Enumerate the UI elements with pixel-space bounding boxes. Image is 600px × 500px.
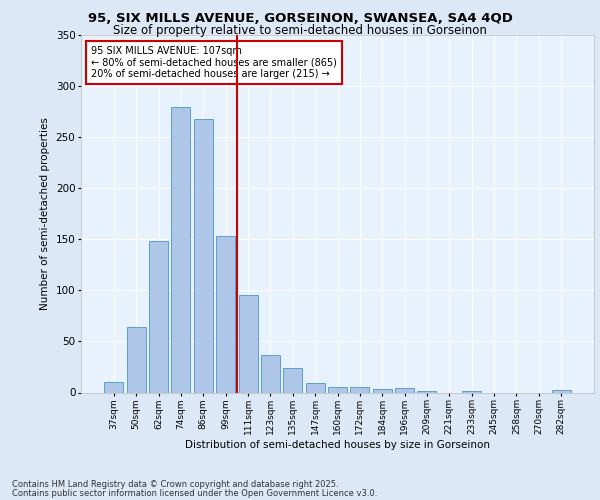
Bar <box>194 119 213 392</box>
Bar <box>149 242 168 392</box>
Bar <box>261 354 280 393</box>
Text: 95 SIX MILLS AVENUE: 107sqm
← 80% of semi-detached houses are smaller (865)
20% : 95 SIX MILLS AVENUE: 107sqm ← 80% of sem… <box>91 46 337 79</box>
Text: Size of property relative to semi-detached houses in Gorseinon: Size of property relative to semi-detach… <box>113 24 487 37</box>
Bar <box>373 390 392 392</box>
Bar <box>305 384 325 392</box>
Bar <box>395 388 414 392</box>
Bar <box>104 382 124 392</box>
Bar <box>127 327 146 392</box>
X-axis label: Distribution of semi-detached houses by size in Gorseinon: Distribution of semi-detached houses by … <box>185 440 490 450</box>
Text: Contains HM Land Registry data © Crown copyright and database right 2025.: Contains HM Land Registry data © Crown c… <box>12 480 338 489</box>
Bar <box>551 390 571 392</box>
Y-axis label: Number of semi-detached properties: Number of semi-detached properties <box>40 118 50 310</box>
Bar <box>239 296 257 392</box>
Bar <box>216 236 235 392</box>
Bar <box>172 106 190 393</box>
Text: 95, SIX MILLS AVENUE, GORSEINON, SWANSEA, SA4 4QD: 95, SIX MILLS AVENUE, GORSEINON, SWANSEA… <box>88 12 512 26</box>
Bar <box>283 368 302 392</box>
Bar <box>328 388 347 392</box>
Bar <box>350 388 370 392</box>
Text: Contains public sector information licensed under the Open Government Licence v3: Contains public sector information licen… <box>12 488 377 498</box>
